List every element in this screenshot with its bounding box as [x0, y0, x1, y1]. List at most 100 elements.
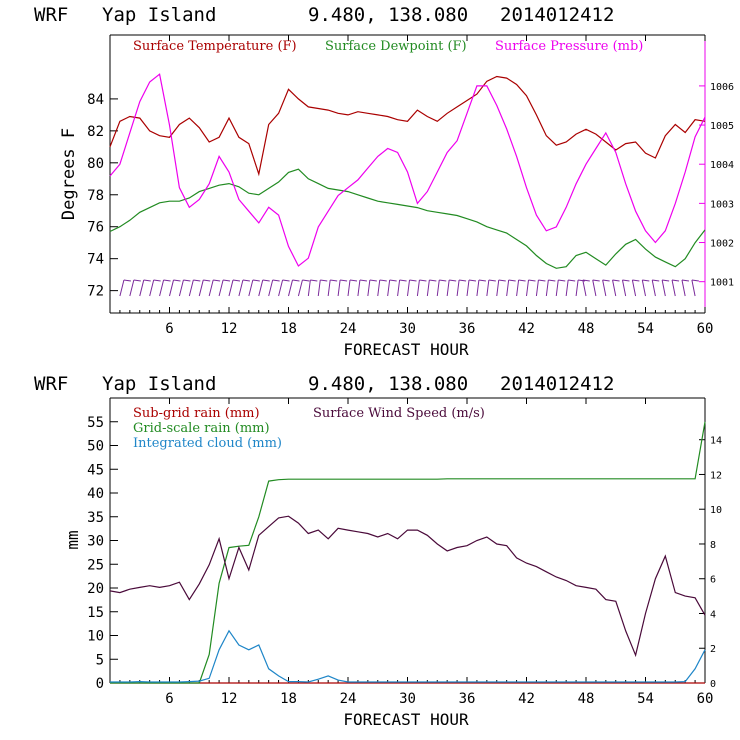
y2-tick-label: 2: [710, 644, 716, 655]
wind-barb-flag: [538, 279, 546, 282]
x-tick-label: 60: [697, 321, 714, 337]
wind-barb-flag: [310, 279, 318, 282]
x-tick-label: 12: [221, 321, 238, 337]
wind-barb-flag: [330, 279, 338, 282]
wind-barb-flag: [320, 279, 328, 282]
wind-barb-flag: [478, 279, 486, 282]
wind-barb-flag: [409, 279, 417, 282]
wind-barb: [159, 279, 165, 297]
wind-barb: [506, 279, 510, 297]
wind-barb: [486, 279, 490, 297]
y2-tick-label: 8: [710, 540, 716, 551]
wind-barb: [446, 279, 450, 297]
wind-barb: [377, 279, 381, 297]
wind-barbs: [119, 279, 699, 297]
y-tick-label: 76: [87, 220, 104, 236]
x-tick-label: 48: [578, 691, 595, 707]
wind-barb-flag: [359, 279, 367, 282]
y2-tick-label: 12: [710, 470, 722, 481]
wind-barb: [545, 279, 549, 297]
wind-barb-flag: [399, 279, 407, 282]
wind-barb: [671, 279, 676, 297]
wind-barb: [691, 279, 696, 297]
wind-barb-flag: [602, 279, 610, 282]
y-tick-label: 78: [87, 188, 104, 204]
wind-barb: [397, 279, 401, 297]
wind-barb-flag: [439, 279, 447, 282]
y-tick-label: 25: [87, 557, 104, 573]
wind-barb: [681, 279, 686, 297]
x-tick-label: 6: [165, 321, 173, 337]
x-tick-label: 42: [518, 321, 535, 337]
y-tick-label: 55: [87, 415, 104, 431]
wind-barb: [555, 279, 559, 297]
wind-barb: [129, 279, 135, 297]
y-tick-label: 10: [87, 629, 104, 645]
wind-barb-flag: [582, 279, 590, 282]
wind-barb: [612, 279, 617, 297]
x-tick-label: 24: [340, 691, 357, 707]
wind-barb-flag: [193, 279, 201, 282]
y-tick-label: 20: [87, 581, 104, 597]
wind-barb-flag: [203, 279, 211, 282]
wind-barb: [169, 279, 174, 297]
y-tick-label: 0: [96, 676, 104, 692]
series-line-surface-pressure: [109, 73, 706, 267]
wind-barb: [367, 279, 371, 297]
y-tick-label: 35: [87, 510, 104, 526]
p1-x-axis-label: FORECAST HOUR: [343, 340, 469, 359]
wind-barb-flag: [429, 279, 437, 282]
wind-barb-flag: [691, 279, 699, 282]
wind-barb: [476, 279, 480, 297]
y-tick-label: 30: [87, 534, 104, 550]
wind-barb-flag: [123, 279, 131, 282]
wind-barb-flag: [548, 279, 556, 282]
x-tick-label: 36: [459, 691, 476, 707]
wind-barb-flag: [340, 279, 348, 282]
wind-barb-flag: [592, 279, 600, 282]
wind-barb: [565, 279, 569, 297]
wind-barb: [317, 279, 321, 297]
x-tick-label: 36: [459, 321, 476, 337]
wind-barb: [661, 279, 666, 297]
wind-barb: [149, 279, 155, 297]
legend-surface-pressure: Surface Pressure (mb): [495, 39, 643, 54]
wind-barb-flag: [292, 279, 300, 282]
p1-header-coords: 9.480, 138.080: [308, 4, 468, 26]
wind-barb-flag: [173, 279, 181, 282]
wind-barb: [407, 279, 410, 297]
wind-barb: [337, 279, 341, 297]
p1-header-run: 2014012412: [500, 4, 614, 26]
wind-barb: [456, 279, 460, 297]
legend-surface-wind-speed: Surface Wind Speed (m/s): [313, 406, 485, 421]
x-tick-label: 54: [637, 321, 654, 337]
wind-barb-flag: [183, 279, 191, 282]
p2-header-coords: 9.480, 138.080: [308, 373, 468, 395]
wind-barb: [248, 279, 254, 297]
wind-barb-flag: [662, 279, 670, 282]
wind-barb: [526, 279, 529, 297]
y-tick-label: 15: [87, 605, 104, 621]
p1-header-location: Yap Island: [102, 4, 216, 26]
wind-barb: [592, 279, 597, 297]
wind-barb-flag: [498, 279, 506, 282]
wind-barb: [496, 279, 500, 297]
wind-barb-flag: [163, 279, 171, 282]
wind-barb-flag: [568, 279, 576, 282]
p1-ticks: 6 12 18 24 30 36 42 48 54 60 72 74 76 78 80 82 84 1001 100…: [87, 35, 734, 337]
y2-tick-label: 10: [710, 505, 722, 516]
x-tick-label: 48: [578, 321, 595, 337]
series-line-surface-wind-speed: [109, 515, 706, 658]
wind-barb-flag: [622, 279, 630, 282]
x-tick-label: 54: [637, 691, 654, 707]
x-tick-label: 42: [518, 691, 535, 707]
x-tick-label: 6: [165, 691, 173, 707]
x-tick-label: 12: [221, 691, 238, 707]
p2-x-axis-label: FORECAST HOUR: [343, 710, 469, 729]
wind-barb-flag: [272, 279, 280, 282]
y-tick-label: 50: [87, 439, 104, 455]
wind-barb: [575, 279, 579, 297]
wind-barb: [641, 279, 646, 297]
x-tick-label: 18: [280, 321, 297, 337]
